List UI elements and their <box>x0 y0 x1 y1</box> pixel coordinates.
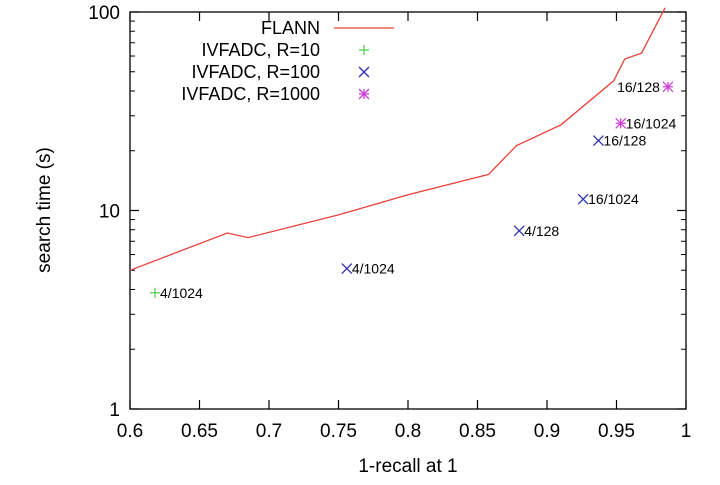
data-point <box>662 81 674 93</box>
tick-labels: 0.6 0.65 0.7 0.75 0.8 0.85 0.9 0.95 1 1 10 100 <box>88 3 691 442</box>
point-label: 4/1024 <box>160 285 203 301</box>
x-tick-label: 0.85 <box>459 421 496 442</box>
legend-label: FLANN <box>261 18 320 38</box>
x-tick-label: 0.9 <box>534 421 560 442</box>
data-point <box>513 225 525 237</box>
ticks <box>129 11 687 410</box>
series-layer: 4/1024 4/1024 4/128 16/1024 16/128 16/1024 16/… <box>129 7 677 301</box>
data-point-stroke <box>513 225 525 237</box>
legend-swatch-marker <box>358 66 370 78</box>
x-tick-label: 0.95 <box>598 421 635 442</box>
legend-label: IVFADC, R=1000 <box>181 84 320 104</box>
point-label: 16/1024 <box>588 191 639 207</box>
legend-swatch-marker-stroke <box>358 88 370 100</box>
data-point <box>615 117 627 129</box>
x-tick-label: 0.75 <box>320 421 357 442</box>
legend-swatch-marker <box>358 88 370 100</box>
x-tick-label: 0.6 <box>117 421 143 442</box>
y-tick-label: 1 <box>109 400 120 421</box>
data-point <box>592 135 604 147</box>
legend-label: IVFADC, R=100 <box>191 62 320 82</box>
legend-swatch-marker-stroke <box>358 66 370 78</box>
data-point-stroke <box>577 193 589 205</box>
point-label: 16/128 <box>617 79 660 95</box>
x-tick-label: 0.8 <box>395 421 421 442</box>
data-point-stroke <box>615 117 627 129</box>
data-point-stroke <box>341 263 353 275</box>
x-axis-label: 1-recall at 1 <box>358 456 457 477</box>
data-point <box>341 263 353 275</box>
point-label: 16/128 <box>603 133 646 149</box>
legend-swatch-marker <box>359 45 369 55</box>
y-tick-label: 10 <box>99 202 120 223</box>
data-point <box>577 193 589 205</box>
x-tick-label: 1 <box>681 421 692 442</box>
y-tick-label: 100 <box>88 3 120 24</box>
point-label: 4/1024 <box>352 261 395 277</box>
data-point-stroke <box>662 81 674 93</box>
point-label: 16/1024 <box>626 115 677 131</box>
x-tick-label: 0.65 <box>181 421 218 442</box>
legend-label: IVFADC, R=10 <box>201 40 320 60</box>
flann-line <box>129 7 666 271</box>
data-point-stroke <box>592 135 604 147</box>
y-axis-label: search time (s) <box>34 147 55 273</box>
point-label: 4/128 <box>524 223 559 239</box>
data-point <box>150 287 161 298</box>
x-tick-label: 0.7 <box>256 421 282 442</box>
